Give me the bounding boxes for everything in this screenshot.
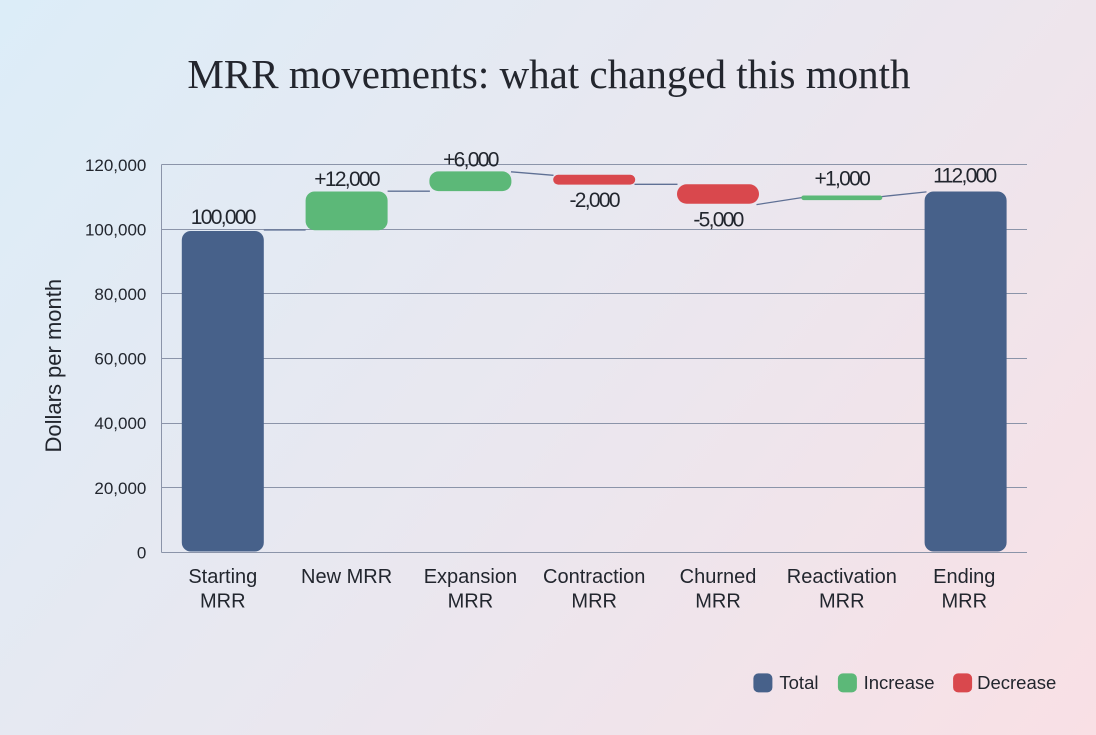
svg-text:New MRR: New MRR xyxy=(301,566,392,588)
svg-text:120,000: 120,000 xyxy=(85,156,146,175)
svg-text:20,000: 20,000 xyxy=(94,479,146,498)
svg-text:0: 0 xyxy=(137,543,146,562)
svg-text:+6,000: +6,000 xyxy=(443,148,499,171)
svg-text:Dollars per month: Dollars per month xyxy=(41,279,66,453)
svg-text:-2,000: -2,000 xyxy=(570,189,620,212)
svg-text:100,000: 100,000 xyxy=(191,206,256,229)
svg-text:MRR: MRR xyxy=(200,591,246,613)
svg-text:-5,000: -5,000 xyxy=(693,208,743,231)
svg-text:Increase: Increase xyxy=(864,672,935,693)
svg-text:MRR: MRR xyxy=(695,591,741,613)
svg-text:+12,000: +12,000 xyxy=(314,168,380,191)
svg-text:Ending: Ending xyxy=(933,566,995,588)
svg-text:MRR movements: what changed th: MRR movements: what changed this month xyxy=(187,51,910,97)
svg-text:40,000: 40,000 xyxy=(94,414,146,433)
svg-text:Total: Total xyxy=(779,672,818,693)
svg-text:Reactivation: Reactivation xyxy=(787,566,897,588)
svg-text:MRR: MRR xyxy=(571,591,617,613)
svg-text:MRR: MRR xyxy=(819,591,865,613)
svg-text:Starting: Starting xyxy=(188,566,257,588)
svg-text:MRR: MRR xyxy=(942,591,988,613)
svg-text:Decrease: Decrease xyxy=(977,672,1056,693)
svg-text:60,000: 60,000 xyxy=(94,350,146,369)
svg-text:Expansion: Expansion xyxy=(424,566,517,588)
svg-text:112,000: 112,000 xyxy=(933,164,996,187)
svg-text:Contraction: Contraction xyxy=(543,566,645,588)
svg-text:MRR: MRR xyxy=(448,591,494,613)
svg-text:80,000: 80,000 xyxy=(94,285,146,304)
svg-text:Churned: Churned xyxy=(680,566,757,588)
svg-text:100,000: 100,000 xyxy=(85,221,146,240)
svg-text:+1,000: +1,000 xyxy=(814,167,870,190)
